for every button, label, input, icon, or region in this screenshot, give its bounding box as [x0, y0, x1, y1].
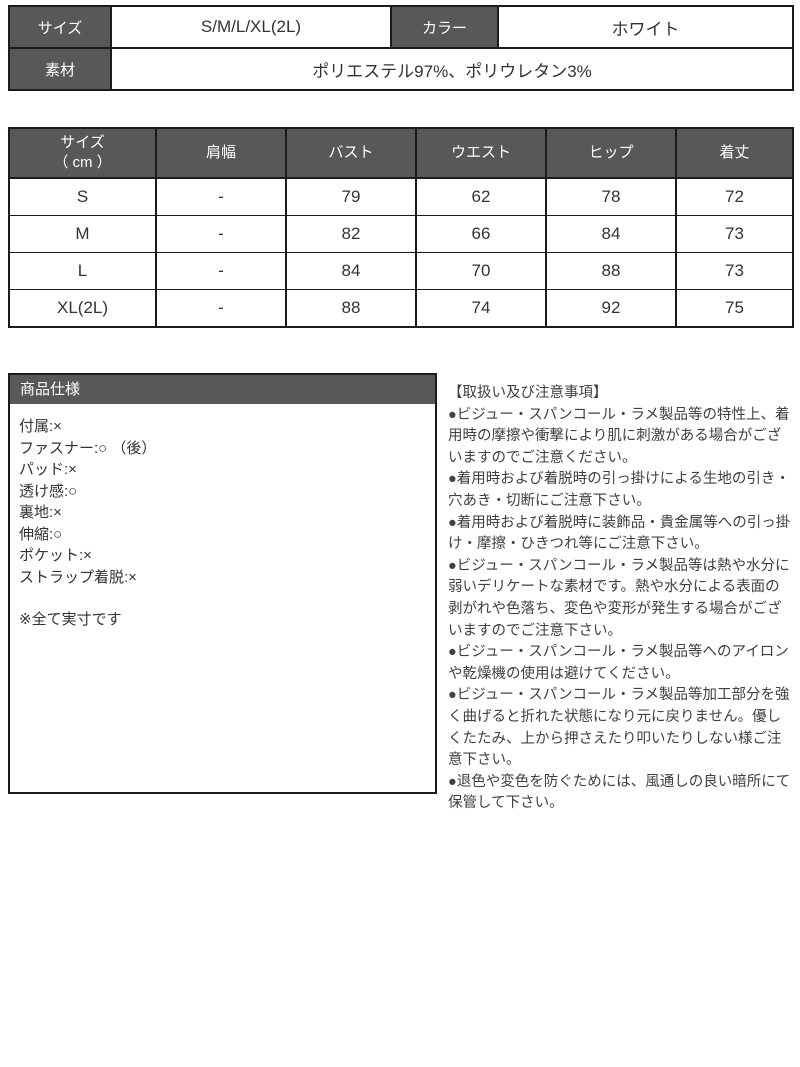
- size-name-cell: M: [8, 215, 157, 253]
- measurement-cell: 88: [545, 252, 677, 290]
- size-chart-row-m: M - 82 66 84 73: [8, 215, 794, 253]
- care-note-jewelry: ●着用時および着脱時に装飾品・貴金属等への引っ掛け・摩擦・ひきつれ等にご注意下さ…: [448, 514, 791, 553]
- color-value-cell: ホワイト: [497, 5, 794, 49]
- size-chart-header-shoulder: 肩幅: [155, 127, 287, 179]
- size-name-cell: XL(2L): [8, 289, 157, 328]
- size-chart-header-size-line1: サイズ: [60, 134, 105, 151]
- spec-item-strap: ストラップ着脱:×: [19, 568, 137, 586]
- spec-item-stretch: 伸縮:○: [19, 525, 63, 543]
- measurement-cell: 72: [675, 177, 794, 216]
- spec-item-pocket: ポケット:×: [19, 547, 92, 564]
- size-value-cell: S/M/L/XL(2L): [110, 5, 392, 49]
- measurement-cell: 62: [415, 177, 547, 216]
- care-notes: 【取扱い及び注意事項】 ●ビジュー・スパンコール・ラメ製品等の特性上、着用時の摩…: [448, 383, 794, 815]
- size-name-cell: S: [8, 177, 157, 216]
- measurement-cell: 73: [675, 215, 794, 253]
- spec-box: 商品仕様 付属:× ファスナー:○ （後） パッド:× 透け感:○ 裏地:× 伸…: [8, 373, 437, 794]
- care-note-friction: ●ビジュー・スパンコール・ラメ製品等の特性上、着用時の摩擦や衝撃により肌に刺激が…: [448, 406, 790, 466]
- measurement-cell: 66: [415, 215, 547, 253]
- measurement-cell: 92: [545, 289, 677, 328]
- size-chart-header-waist: ウエスト: [415, 127, 547, 179]
- spec-item-pad: パッド:×: [19, 461, 77, 478]
- spec-item-sheerness: 透け感:○: [19, 482, 78, 500]
- product-info-table: サイズ S/M/L/XL(2L) カラー ホワイト 素材 ポリエステル97%、ポ…: [8, 5, 794, 91]
- measurement-cell: 88: [285, 289, 417, 328]
- care-note-heat-water: ●ビジュー・スパンコール・ラメ製品等は熱や水分に弱いデリケートな素材です。熱や水…: [448, 557, 790, 639]
- measurement-cell: -: [155, 289, 287, 328]
- measurement-cell: 78: [545, 177, 677, 216]
- measurement-cell: -: [155, 252, 287, 290]
- measurement-cell: 84: [285, 252, 417, 290]
- spec-item-lining: 裏地:×: [19, 504, 62, 521]
- size-chart-header-row: サイズ （ cm ） 肩幅 バスト ウエスト ヒップ 着丈: [8, 127, 794, 179]
- size-chart-header-hip: ヒップ: [545, 127, 677, 179]
- measurement-cell: 73: [675, 252, 794, 290]
- care-note-storage: ●退色や変色を防ぐためには、風通しの良い暗所にて保管して下さい。: [448, 773, 791, 812]
- size-chart-row-xl: XL(2L) - 88 74 92 75: [8, 289, 794, 328]
- size-chart-header-size-line2: （ cm ）: [53, 154, 112, 171]
- spec-list: 付属:× ファスナー:○ （後） パッド:× 透け感:○ 裏地:× 伸縮:○ ポ…: [10, 404, 435, 631]
- info-row-material: 素材 ポリエステル97%、ポリウレタン3%: [8, 47, 794, 91]
- size-chart-header-size: サイズ （ cm ）: [8, 127, 157, 179]
- care-notes-heading: 【取扱い及び注意事項】: [448, 385, 608, 401]
- care-note-bending: ●ビジュー・スパンコール・ラメ製品等加工部分を強く曲げると折れた状態になり元に戻…: [448, 687, 790, 769]
- size-label-cell: サイズ: [8, 5, 112, 49]
- size-chart-header-length: 着丈: [675, 127, 794, 179]
- material-label-cell: 素材: [8, 47, 112, 91]
- measurement-cell: -: [155, 215, 287, 253]
- measurement-cell: 74: [415, 289, 547, 328]
- size-chart-row-s: S - 79 62 78 72: [8, 177, 794, 216]
- size-name-cell: L: [8, 252, 157, 290]
- spec-item-fastener: ファスナー:○ （後）: [19, 439, 157, 457]
- color-label-cell: カラー: [390, 5, 499, 49]
- size-chart-row-l: L - 84 70 88 73: [8, 252, 794, 290]
- measurement-cell: -: [155, 177, 287, 216]
- spec-item-accessory: 付属:×: [19, 418, 62, 435]
- info-row-size-color: サイズ S/M/L/XL(2L) カラー ホワイト: [8, 5, 794, 49]
- spec-box-title: 商品仕様: [10, 375, 435, 404]
- measurement-cell: 75: [675, 289, 794, 328]
- measurement-cell: 70: [415, 252, 547, 290]
- size-chart-header-bust: バスト: [285, 127, 417, 179]
- care-note-snagging: ●着用時および着脱時の引っ掛けによる生地の引き・穴あき・切断にご注意下さい。: [448, 471, 790, 509]
- measurement-cell: 79: [285, 177, 417, 216]
- spec-note: ※全て実寸です: [19, 611, 122, 628]
- care-note-iron-dryer: ●ビジュー・スパンコール・ラメ製品等へのアイロンや乾燥機の使用は避けてください。: [448, 644, 789, 682]
- measurement-cell: 84: [545, 215, 677, 253]
- measurement-cell: 82: [285, 215, 417, 253]
- material-value-cell: ポリエステル97%、ポリウレタン3%: [110, 47, 794, 91]
- size-chart-table: サイズ （ cm ） 肩幅 バスト ウエスト ヒップ 着丈 S - 79 62 …: [8, 127, 794, 328]
